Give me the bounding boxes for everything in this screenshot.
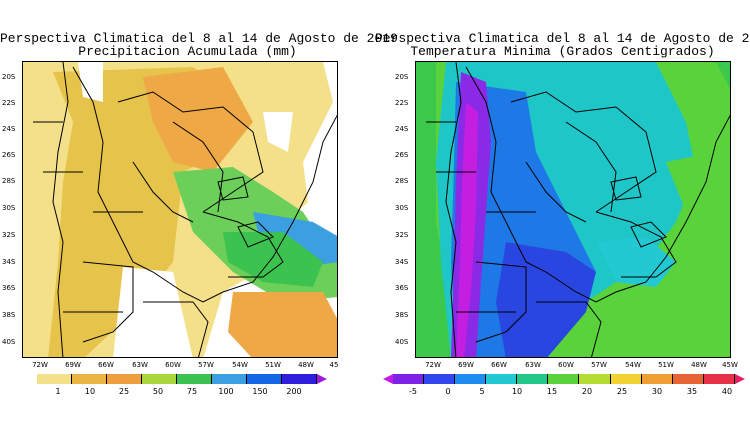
lon-label: 51W bbox=[658, 361, 674, 369]
colorbar-label: 1 bbox=[55, 387, 61, 396]
colorbar-label: 40 bbox=[721, 387, 733, 396]
lat-label: 28S bbox=[395, 177, 409, 185]
colorbar-label: 200 bbox=[286, 387, 302, 396]
colorbar-segment bbox=[579, 374, 611, 384]
temperature-colorbar bbox=[383, 374, 745, 384]
colorbar-segment bbox=[548, 374, 580, 384]
colorbar-label: 100 bbox=[218, 387, 234, 396]
lat-label: 32S bbox=[395, 231, 409, 239]
colorbar-label: 0 bbox=[445, 387, 451, 396]
lat-label: 36S bbox=[2, 284, 16, 292]
colorbar-label: 10 bbox=[511, 387, 523, 396]
temperature-map-svg bbox=[416, 62, 730, 357]
lon-label: 69W bbox=[458, 361, 474, 369]
colorbar-label: 25 bbox=[616, 387, 628, 396]
colorbar-segment bbox=[177, 374, 212, 384]
lat-label: 26S bbox=[395, 151, 409, 159]
lat-label: 40S bbox=[395, 338, 409, 346]
lon-label: 66W bbox=[98, 361, 114, 369]
precipitation-title: Perspectiva Climatica del 8 al 14 de Ago… bbox=[0, 31, 398, 46]
precipitation-map-svg bbox=[23, 62, 337, 357]
lon-label: 57W bbox=[198, 361, 214, 369]
lon-label: 54W bbox=[232, 361, 248, 369]
lat-label: 38S bbox=[2, 311, 16, 319]
colorbar-segment bbox=[282, 374, 317, 384]
colorbar-label: 10 bbox=[84, 387, 96, 396]
colorbar-label: 30 bbox=[651, 387, 663, 396]
lon-label: 60W bbox=[165, 361, 181, 369]
lon-label: 48W bbox=[298, 361, 314, 369]
lat-label: 20S bbox=[2, 73, 16, 81]
temperature-panel: Perspectiva Climatica del 8 al 14 de Ago… bbox=[375, 0, 750, 422]
lon-label: 45W bbox=[722, 361, 738, 369]
colorbar-segment bbox=[610, 374, 642, 384]
colorbar-segment bbox=[672, 374, 704, 384]
lon-label: 63W bbox=[525, 361, 541, 369]
colorbar-right-arrow bbox=[317, 374, 327, 384]
colorbar-segment bbox=[455, 374, 487, 384]
lat-label: 30S bbox=[395, 204, 409, 212]
lon-label: 72W bbox=[425, 361, 441, 369]
precipitation-panel: Perspectiva Climatica del 8 al 14 de Ago… bbox=[0, 31, 398, 397]
lon-label: 69W bbox=[65, 361, 81, 369]
lat-label: 28S bbox=[2, 177, 16, 185]
colorbar-segment bbox=[37, 374, 72, 384]
colorbar-segment bbox=[107, 374, 142, 384]
colorbar-label: -5 bbox=[409, 387, 417, 396]
precipitation-map bbox=[22, 61, 338, 358]
lon-label: 63W bbox=[132, 361, 148, 369]
lat-label: 34S bbox=[2, 258, 16, 266]
lat-label: 24S bbox=[395, 125, 409, 133]
lat-label: 20S bbox=[395, 73, 409, 81]
colorbar-label: 25 bbox=[118, 387, 130, 396]
lat-label: 38S bbox=[395, 311, 409, 319]
colorbar-segment bbox=[486, 374, 518, 384]
lon-label: 51W bbox=[265, 361, 281, 369]
colorbar-left-arrow bbox=[383, 374, 393, 384]
temperature-subtitle: Temperatura Minima (Grados Centigrados) bbox=[410, 44, 715, 59]
lat-label: 30S bbox=[2, 204, 16, 212]
lon-label: 72W bbox=[32, 361, 48, 369]
colorbar-label: 35 bbox=[686, 387, 698, 396]
colorbar-label: 75 bbox=[186, 387, 198, 396]
lon-label: 66W bbox=[491, 361, 507, 369]
colorbar-label: 20 bbox=[581, 387, 593, 396]
colorbar-segment bbox=[247, 374, 282, 384]
precipitation-colorbar bbox=[27, 374, 327, 384]
lon-label: 60W bbox=[558, 361, 574, 369]
temperature-title: Perspectiva Climatica del 8 al 14 de Ago… bbox=[375, 31, 750, 46]
precipitation-subtitle: Precipitacion Acumulada (mm) bbox=[78, 44, 297, 59]
lat-label: 22S bbox=[2, 99, 16, 107]
colorbar-segment bbox=[212, 374, 247, 384]
lat-label: 36S bbox=[395, 284, 409, 292]
lat-label: 22S bbox=[395, 99, 409, 107]
colorbar-left-arrow bbox=[27, 374, 37, 384]
lon-label: 57W bbox=[591, 361, 607, 369]
colorbar-label: 50 bbox=[152, 387, 164, 396]
lat-label: 34S bbox=[395, 258, 409, 266]
colorbar-segment bbox=[641, 374, 673, 384]
temperature-map bbox=[415, 61, 731, 358]
lat-label: 32S bbox=[2, 231, 16, 239]
colorbar-segment bbox=[517, 374, 549, 384]
colorbar-segment bbox=[72, 374, 107, 384]
colorbar-label: 150 bbox=[252, 387, 268, 396]
colorbar-segment bbox=[393, 374, 425, 384]
colorbar-segment bbox=[142, 374, 177, 384]
colorbar-segment bbox=[424, 374, 456, 384]
colorbar-label: 15 bbox=[546, 387, 558, 396]
lon-label: 45 bbox=[329, 361, 339, 369]
colorbar-segment bbox=[703, 374, 735, 384]
lon-label: 48W bbox=[691, 361, 707, 369]
colorbar-right-arrow bbox=[734, 374, 745, 384]
colorbar-label: 5 bbox=[479, 387, 485, 396]
lat-label: 26S bbox=[2, 151, 16, 159]
lat-label: 40S bbox=[2, 338, 16, 346]
lon-label: 54W bbox=[625, 361, 641, 369]
lat-label: 24S bbox=[2, 125, 16, 133]
